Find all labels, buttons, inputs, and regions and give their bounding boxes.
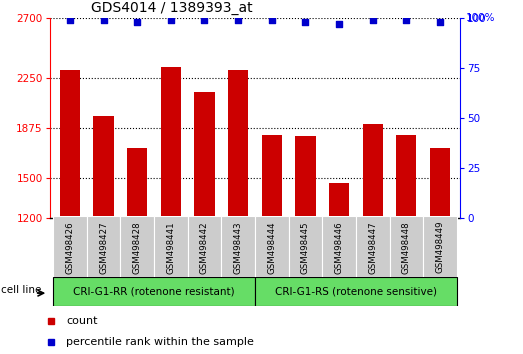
Bar (228, 70, 248, 354)
Bar (94, 116, 113, 354)
Point (66, 17, 74, 23)
Bar (188, 216, 221, 278)
Bar (255, 216, 289, 278)
Text: CRI-G1-RS (rotenone sensitive): CRI-G1-RS (rotenone sensitive) (275, 287, 437, 297)
Text: GSM498448: GSM498448 (402, 221, 411, 274)
Bar (430, 148, 450, 354)
Bar (356, 216, 390, 278)
Bar (87, 216, 120, 278)
Bar (127, 148, 147, 354)
Text: GSM498427: GSM498427 (99, 221, 108, 274)
Point (301, 19, 310, 24)
Text: count: count (66, 316, 98, 326)
Bar (120, 216, 154, 278)
Text: GDS4014 / 1389393_at: GDS4014 / 1389393_at (91, 1, 253, 15)
Point (335, 21, 343, 27)
Text: CRI-G1-RR (rotenone resistant): CRI-G1-RR (rotenone resistant) (73, 287, 235, 297)
Text: GSM498441: GSM498441 (166, 221, 175, 274)
Text: GSM498446: GSM498446 (335, 221, 344, 274)
Bar (396, 135, 416, 354)
Bar (322, 216, 356, 278)
Text: cell line: cell line (1, 285, 41, 295)
Text: GSM498426: GSM498426 (65, 221, 74, 274)
Bar (161, 67, 181, 354)
Bar (255, 277, 457, 306)
Point (234, 17, 242, 23)
Bar (221, 216, 255, 278)
Text: GSM498428: GSM498428 (133, 221, 142, 274)
Bar (295, 136, 315, 354)
Bar (195, 92, 214, 354)
Text: GSM498447: GSM498447 (368, 221, 377, 274)
Text: percentile rank within the sample: percentile rank within the sample (66, 337, 254, 347)
Bar (289, 216, 322, 278)
Point (436, 19, 444, 24)
Bar (362, 124, 383, 354)
Text: GSM498449: GSM498449 (436, 221, 445, 273)
Bar (53, 216, 87, 278)
Bar (329, 183, 349, 354)
Point (99, 17, 108, 23)
Bar (390, 216, 423, 278)
Bar (53, 277, 255, 306)
Text: 100%: 100% (466, 13, 495, 23)
Point (369, 17, 377, 23)
Point (268, 17, 276, 23)
Text: GSM498444: GSM498444 (267, 221, 276, 274)
Text: GSM498445: GSM498445 (301, 221, 310, 274)
Bar (60, 70, 80, 354)
Point (167, 17, 175, 23)
Bar (154, 216, 188, 278)
Point (402, 17, 411, 23)
Text: GSM498442: GSM498442 (200, 221, 209, 274)
Point (200, 17, 209, 23)
Text: GSM498443: GSM498443 (234, 221, 243, 274)
Bar (262, 135, 282, 354)
Bar (423, 216, 457, 278)
Point (133, 19, 141, 24)
